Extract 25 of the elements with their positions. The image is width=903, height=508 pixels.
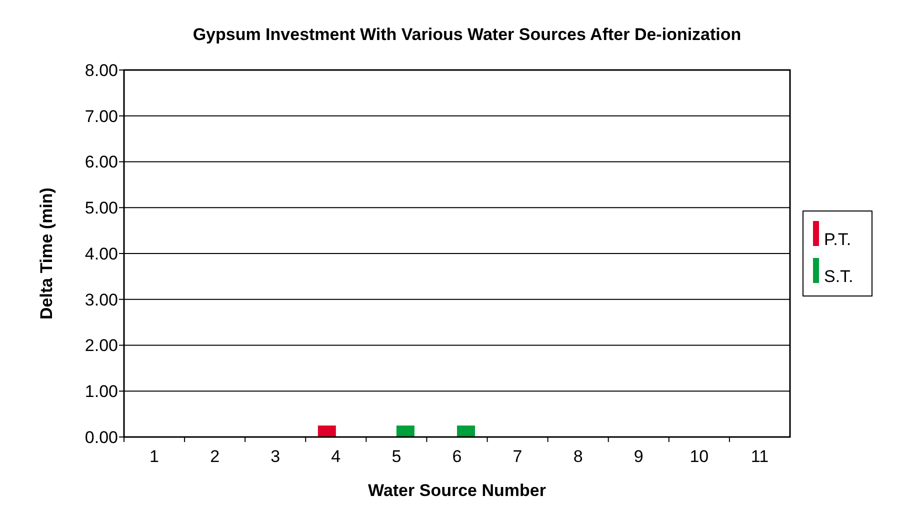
y-tick-label: 7.00 [84, 106, 118, 126]
chart-title: Gypsum Investment With Various Water Sources After De-ionization [192, 25, 742, 44]
x-tick-label: 6 [452, 447, 462, 466]
y-tick-label: 8.00 [84, 60, 118, 80]
x-tick-label: 11 [750, 447, 769, 466]
y-tick-label: 5.00 [84, 198, 118, 218]
x-tick-label: 9 [634, 447, 644, 466]
legend-label: P.T. [824, 230, 852, 249]
y-tick-label: 2.00 [84, 336, 118, 356]
x-tick-label: 3 [270, 447, 280, 466]
x-tick-label: 4 [331, 447, 341, 466]
x-axis-title: Water Source Number [368, 481, 546, 500]
y-tick-label: 0.00 [84, 428, 118, 447]
y-tick-label: 1.00 [84, 382, 118, 402]
y-tick-label: 3.00 [84, 290, 118, 310]
x-tick-label: 1 [150, 447, 160, 466]
x-tick-label: 2 [210, 447, 220, 466]
x-tick-label: 5 [392, 447, 402, 466]
x-tick-label: 10 [690, 447, 709, 466]
x-tick-label: 7 [512, 447, 522, 466]
y-tick-label: 4.00 [84, 244, 118, 264]
y-tick-label: 6.00 [84, 152, 118, 172]
x-tick-label: 8 [573, 447, 583, 466]
legend-label: S.T. [824, 267, 854, 286]
y-axis-title: Delta Time (min) [37, 188, 56, 320]
